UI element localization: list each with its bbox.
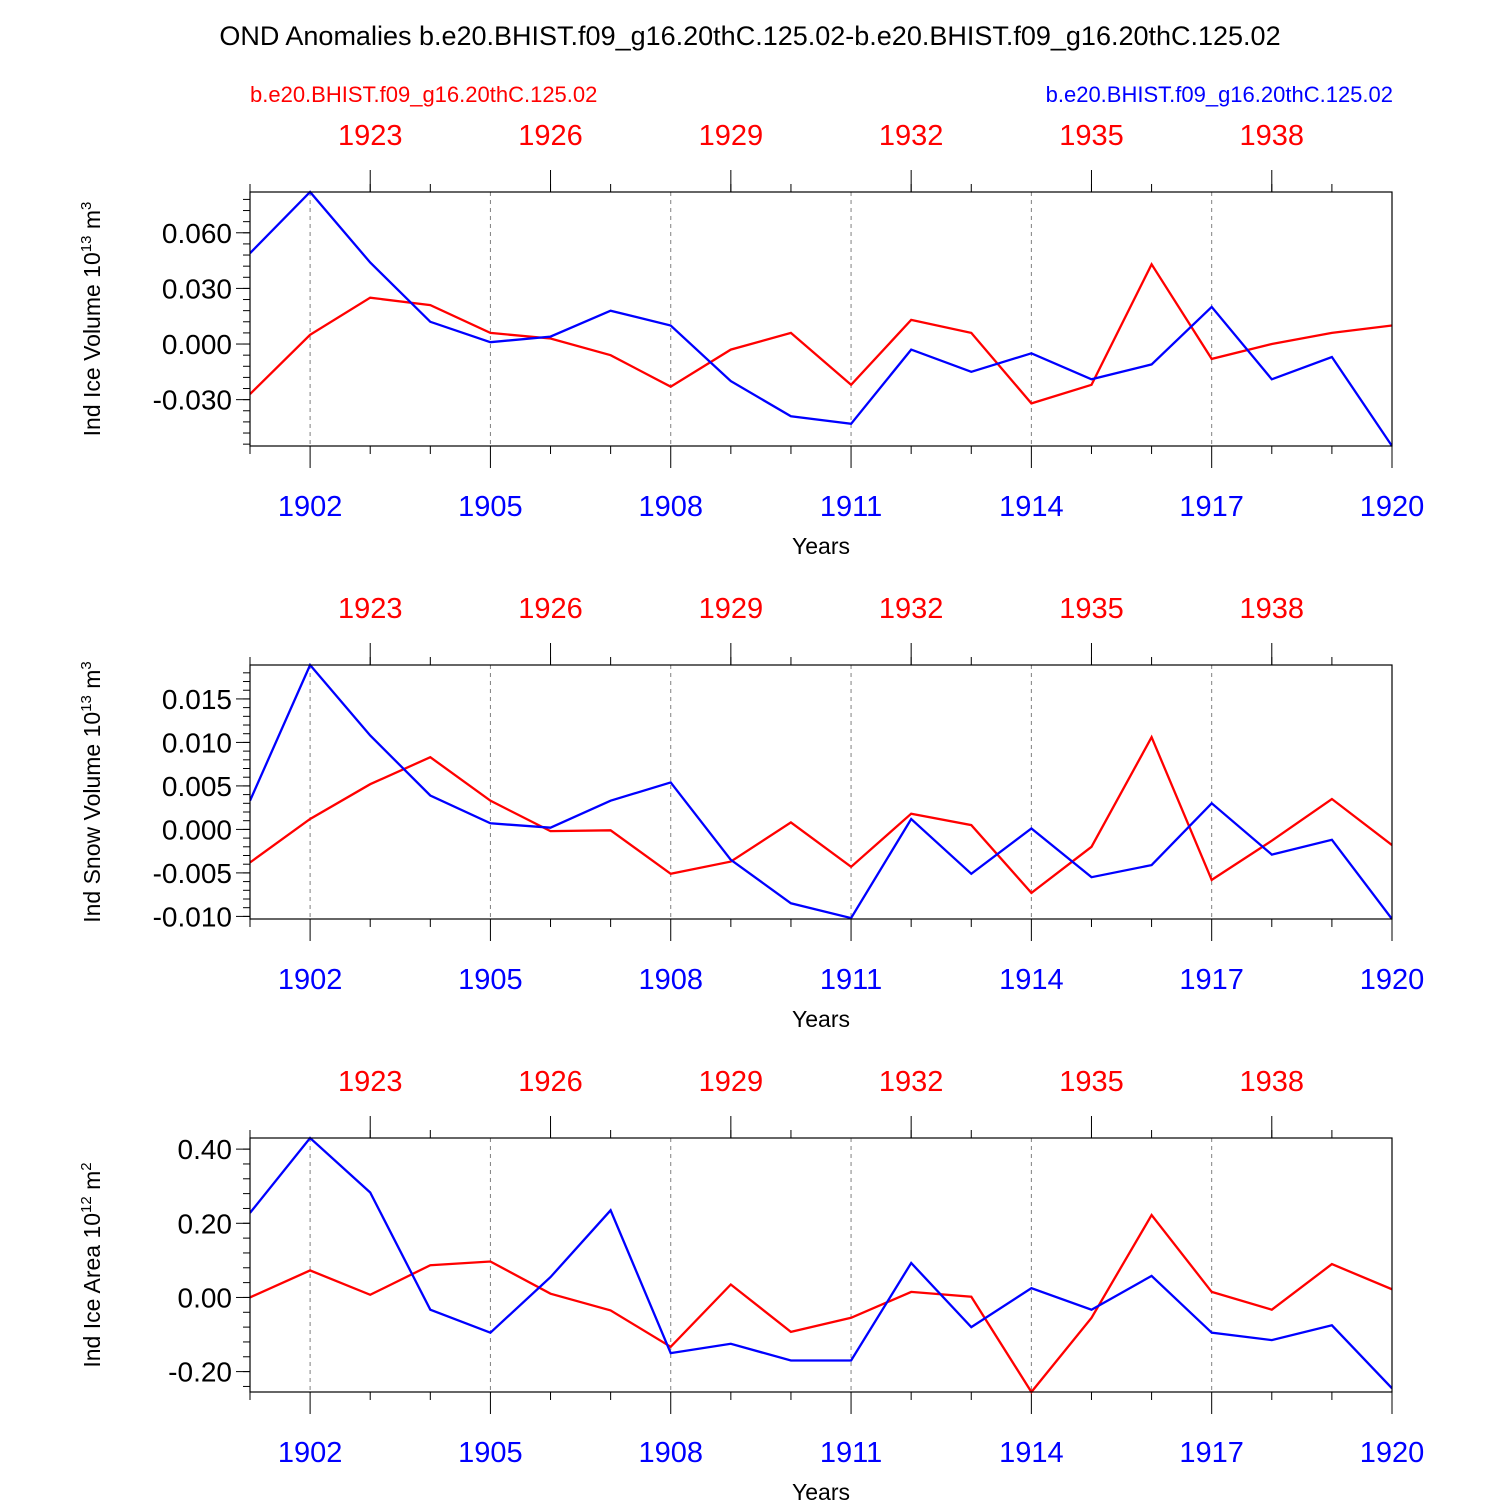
bottom-tick-label: 1908 bbox=[638, 491, 703, 523]
top-tick-label: 1926 bbox=[518, 120, 583, 152]
bottom-tick-label: 1911 bbox=[820, 964, 882, 996]
bottom-tick-label: 1911 bbox=[820, 1437, 882, 1469]
x-axis-label: Years bbox=[792, 1006, 850, 1032]
bottom-tick-label: 1905 bbox=[458, 491, 523, 523]
y-tick-label: 0.015 bbox=[162, 684, 232, 715]
bottom-tick-label: 1914 bbox=[999, 964, 1064, 996]
bottom-tick-label: 1911 bbox=[820, 491, 882, 523]
top-tick-label: 1935 bbox=[1059, 120, 1124, 152]
y-tick-label: 0.20 bbox=[178, 1208, 233, 1239]
series-line-blue bbox=[250, 1136, 1392, 1390]
top-tick-label: 1938 bbox=[1240, 1066, 1305, 1098]
bottom-tick-label: 1905 bbox=[458, 964, 523, 996]
y-tick-label: 0.000 bbox=[162, 814, 232, 845]
bottom-tick-label: 1902 bbox=[278, 1437, 343, 1469]
series-line-red bbox=[250, 1213, 1392, 1394]
top-tick-label: 1932 bbox=[879, 593, 944, 625]
legend-case-red: b.e20.BHIST.f09_g16.20thC.125.02 bbox=[250, 82, 597, 107]
bottom-tick-label: 1920 bbox=[1360, 964, 1425, 996]
y-axis-label-unit: m bbox=[79, 1171, 105, 1197]
series-line-red bbox=[250, 734, 1392, 895]
bottom-tick-label: 1920 bbox=[1360, 491, 1425, 523]
panel-snow-volume: 1923 1926 1929 1932 1935 1938 1902 1905 1908 1911… bbox=[78, 593, 1424, 1032]
top-tick-label: 1926 bbox=[518, 593, 583, 625]
y-tick-label: 0.40 bbox=[178, 1134, 233, 1165]
y-axis-label-unit: m bbox=[79, 670, 105, 696]
top-tick-label: 1923 bbox=[338, 120, 403, 152]
plot-frame bbox=[249, 191, 1393, 447]
top-tick-label: 1929 bbox=[699, 120, 764, 152]
y-axis-label-unit: m bbox=[79, 210, 105, 236]
panel-ice-area: 1923 1926 1929 1932 1935 1938 1902 1905 1908 1911… bbox=[78, 1066, 1424, 1500]
y-tick-label: -0.010 bbox=[153, 901, 232, 932]
bottom-tick-label: 1917 bbox=[1179, 491, 1244, 523]
y-axis-label: Ind Ice Area 1012 m2 bbox=[78, 1162, 105, 1367]
series-line-blue bbox=[250, 663, 1392, 920]
y-axis-label-main: Ind Ice Area 10 bbox=[79, 1213, 105, 1368]
y-tick-label: -0.005 bbox=[153, 858, 232, 889]
bottom-tick-label: 1905 bbox=[458, 1437, 523, 1469]
y-axis-label-main: Ind Ice Volume 10 bbox=[79, 252, 105, 436]
top-tick-label: 1935 bbox=[1059, 1066, 1124, 1098]
y-axis-label-unit-exponent: 3 bbox=[78, 661, 95, 669]
series-line-blue bbox=[250, 190, 1392, 447]
y-tick-label: 0.010 bbox=[162, 727, 232, 758]
top-tick-label: 1932 bbox=[879, 1066, 944, 1098]
top-tick-label: 1938 bbox=[1240, 593, 1305, 625]
top-tick-label: 1929 bbox=[699, 593, 764, 625]
plot-frame bbox=[249, 664, 1393, 920]
bottom-tick-label: 1902 bbox=[278, 491, 343, 523]
top-tick-label: 1932 bbox=[879, 120, 944, 152]
top-tick-label: 1938 bbox=[1240, 120, 1305, 152]
y-tick-label: 0.00 bbox=[178, 1282, 233, 1313]
y-tick-label: 0.030 bbox=[162, 273, 232, 304]
top-tick-label: 1935 bbox=[1059, 593, 1124, 625]
x-axis-label: Years bbox=[792, 533, 850, 559]
bottom-tick-label: 1908 bbox=[638, 964, 703, 996]
bottom-tick-label: 1920 bbox=[1360, 1437, 1425, 1469]
y-tick-label: -0.030 bbox=[153, 385, 232, 416]
panel-ice-volume: 1923 1926 1929 1932 1935 1938 1902 1905 1908 1911… bbox=[78, 120, 1424, 559]
y-axis-label: Ind Ice Volume 1013 m3 bbox=[78, 202, 105, 437]
y-tick-label: 0.005 bbox=[162, 771, 232, 802]
plot-frame bbox=[249, 1137, 1393, 1393]
figure-title: OND Anomalies b.e20.BHIST.f09_g16.20thC.… bbox=[219, 21, 1280, 51]
y-axis-label-exponent: 12 bbox=[78, 1196, 95, 1213]
y-axis-label: Ind Snow Volume 1013 m3 bbox=[78, 661, 105, 923]
top-tick-label: 1926 bbox=[518, 1066, 583, 1098]
y-axis-label-unit-exponent: 2 bbox=[78, 1162, 95, 1170]
y-tick-label: -0.20 bbox=[168, 1357, 232, 1388]
y-axis-label-unit-exponent: 3 bbox=[78, 202, 95, 210]
y-axis-label-main: Ind Snow Volume 10 bbox=[79, 712, 105, 923]
y-axis-label-exponent: 13 bbox=[78, 695, 95, 712]
bottom-tick-label: 1908 bbox=[638, 1437, 703, 1469]
bottom-tick-label: 1914 bbox=[999, 491, 1064, 523]
bottom-tick-label: 1914 bbox=[999, 1437, 1064, 1469]
series-line-red bbox=[250, 261, 1392, 405]
top-tick-label: 1923 bbox=[338, 1066, 403, 1098]
bottom-tick-label: 1917 bbox=[1179, 964, 1244, 996]
x-axis-label: Years bbox=[792, 1479, 850, 1500]
legend-case-blue: b.e20.BHIST.f09_g16.20thC.125.02 bbox=[1046, 82, 1393, 107]
y-tick-label: 0.000 bbox=[162, 329, 232, 360]
top-tick-label: 1929 bbox=[699, 1066, 764, 1098]
top-tick-label: 1923 bbox=[338, 593, 403, 625]
bottom-tick-label: 1917 bbox=[1179, 1437, 1244, 1469]
bottom-tick-label: 1902 bbox=[278, 964, 343, 996]
y-axis-label-exponent: 13 bbox=[78, 236, 95, 253]
y-tick-label: 0.060 bbox=[162, 218, 232, 249]
